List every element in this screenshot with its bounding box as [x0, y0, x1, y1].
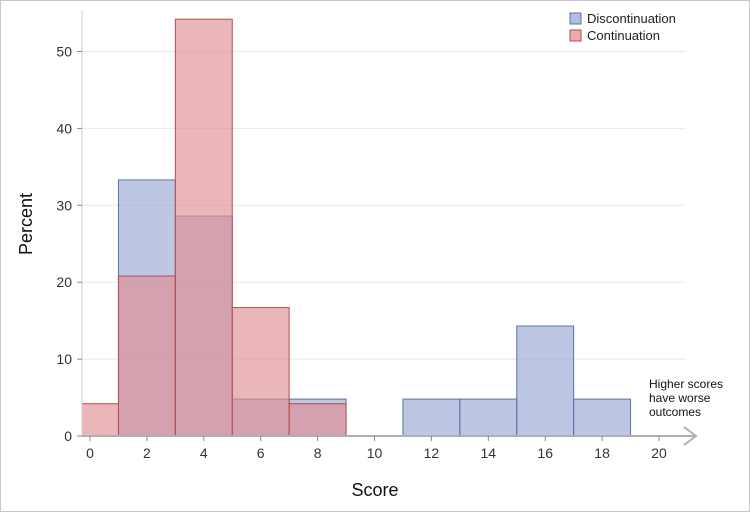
annotation: Higher scores have worse outcomes: [649, 377, 723, 446]
y-tick-label-10: 10: [56, 351, 72, 367]
annotation-line-1: Higher scores: [649, 377, 723, 391]
x-tick-label-18: 18: [594, 445, 610, 461]
annotation-line-3: outcomes: [649, 405, 701, 419]
x-tick-label-8: 8: [314, 445, 322, 461]
right-arrow-icon: [683, 426, 698, 446]
x-tick-label-2: 2: [143, 445, 151, 461]
bar-discontinuation-5: [459, 398, 518, 437]
bar-continuation-1: [117, 275, 176, 437]
y-tick-label-40: 40: [56, 120, 72, 136]
annotation-line-2: have worse: [649, 391, 711, 405]
bar-discontinuation-4: [402, 398, 461, 437]
y-tick-label-50: 50: [56, 44, 72, 60]
legend-swatch-discontinuation: [569, 12, 582, 25]
x-tick-label-10: 10: [367, 445, 383, 461]
bar-continuation-2: [174, 18, 233, 437]
bar-discontinuation-7: [573, 398, 632, 437]
x-tick-label-14: 14: [481, 445, 497, 461]
bar-continuation-4: [288, 403, 347, 437]
bar-continuation-0: [82, 403, 119, 437]
x-tick-label-0: 0: [86, 445, 94, 461]
x-tick-label-16: 16: [537, 445, 553, 461]
y-tick-label-0: 0: [64, 428, 72, 444]
x-axis-title: Score: [351, 480, 398, 500]
axes: [81, 10, 696, 437]
y-axis-title: Percent: [16, 193, 36, 255]
legend: Discontinuation Continuation: [569, 11, 676, 43]
tick-labels: 0 2 4 6 8 10 12 14 16 18 20 0 10 20 30 40 50: [56, 44, 667, 462]
x-tick-label-4: 4: [200, 445, 208, 461]
histogram-bars: [82, 18, 632, 437]
x-tick-label-20: 20: [651, 445, 667, 461]
x-tick-label-6: 6: [257, 445, 265, 461]
y-tick-label-30: 30: [56, 197, 72, 213]
bar-discontinuation-6: [516, 325, 575, 437]
x-tick-label-12: 12: [424, 445, 440, 461]
legend-swatch-continuation: [569, 29, 582, 42]
y-tick-label-20: 20: [56, 274, 72, 290]
legend-label-discontinuation: Discontinuation: [587, 11, 676, 26]
bar-continuation-3: [231, 307, 290, 437]
legend-label-continuation: Continuation: [587, 28, 660, 43]
